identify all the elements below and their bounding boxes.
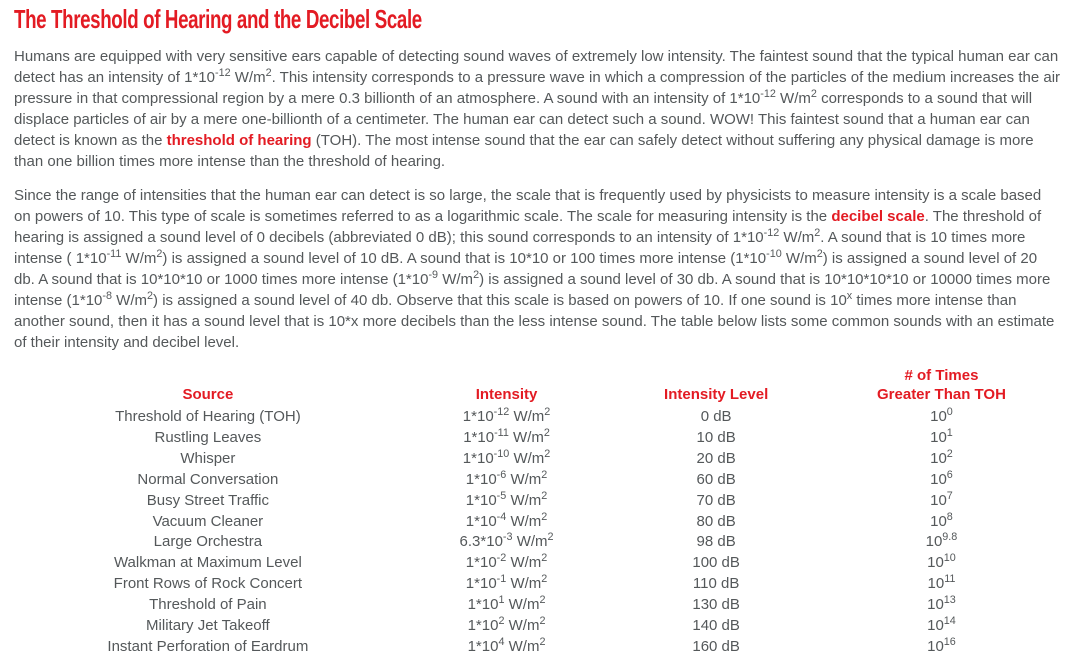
- table-row: Whisper 1*10-10 W/m2 20 dB 102: [14, 447, 1062, 470]
- cell-source: Whisper: [180, 449, 236, 467]
- table-row: Instant Perforation of Eardrum 1*104 W/m2…: [14, 637, 1062, 658]
- page-title: The Threshold of Hearing and the Decibel…: [14, 4, 422, 34]
- table-row: Military Jet Takeoff 1*102 W/m2 140 dB 1014: [14, 616, 1062, 637]
- cell-times-greater-than-toh: 1014: [927, 615, 956, 635]
- cell-times-greater-than-toh: 1016: [927, 635, 956, 655]
- table-row: Large Orchestra 6.3*10-3 W/m2 98 dB 109.8: [14, 532, 1062, 553]
- cell-source: Vacuum Cleaner: [152, 512, 264, 530]
- header-row: Source Intensity Intensity Level # of Ti…: [14, 366, 1062, 407]
- cell-intensity: 1*101 W/m2: [467, 594, 546, 614]
- cell-source: Normal Conversation: [137, 470, 279, 488]
- table-row: Busy Street Traffic 1*10-5 W/m2 70 dB 107: [14, 489, 1062, 512]
- cell-intensity: 1*10-5 W/m2: [465, 489, 548, 509]
- table-row: Normal Conversation 1*10-6 W/m2 60 dB 106: [14, 468, 1062, 491]
- cell-intensity-level: 20 dB: [696, 449, 736, 467]
- sound-table-body: Threshold of Hearing (TOH) 1*10-12 W/m2 0 …: [14, 407, 1062, 658]
- cell-source: Threshold of Hearing (TOH): [115, 408, 301, 425]
- cell-intensity-level: 140 dB: [692, 617, 740, 635]
- cell-intensity-level: 60 dB: [696, 470, 736, 488]
- cell-times-greater-than-toh: 106: [930, 468, 953, 488]
- cell-intensity: 6.3*10-3 W/m2: [459, 531, 554, 551]
- cell-times-greater-than-toh: 101: [930, 426, 953, 446]
- cell-intensity: 1*104 W/m2: [467, 635, 546, 655]
- table-row: Threshold of Hearing (TOH) 1*10-12 W/m2 0 …: [14, 407, 1062, 428]
- paragraph-threshold-of-hearing: Humans are equipped with very sensitive …: [14, 48, 1061, 170]
- cell-times-greater-than-toh: 1011: [927, 573, 956, 593]
- sound-table-header: Source Intensity Intensity Level # of Ti…: [14, 366, 1062, 407]
- table-row: Front Rows of Rock Concert 1*10-1 W/m2 110…: [14, 574, 1062, 595]
- cell-source: Large Orchestra: [153, 533, 263, 551]
- cell-intensity: 1*10-4 W/m2: [465, 510, 548, 530]
- cell-times-greater-than-toh: 102: [930, 447, 953, 467]
- cell-intensity-level: 70 dB: [696, 491, 736, 509]
- cell-source: Military Jet Takeoff: [146, 617, 270, 635]
- cell-intensity-level: 110 dB: [692, 575, 740, 593]
- cell-intensity-level: 10 dB: [696, 428, 736, 446]
- cell-intensity: 1*10-11 W/m2: [463, 426, 550, 446]
- cell-intensity-level: 98 dB: [696, 533, 736, 551]
- cell-source: Walkman at Maximum Level: [113, 554, 302, 572]
- cell-intensity-level: 160 dB: [692, 637, 740, 655]
- cell-intensity: 1*102 W/m2: [467, 615, 546, 635]
- cell-source: Busy Street Traffic: [146, 491, 270, 509]
- cell-intensity-level: 130 dB: [692, 596, 740, 614]
- cell-times-greater-than-toh: 108: [930, 510, 953, 530]
- paragraph-decibel-scale: Since the range of intensities that the …: [14, 187, 1055, 351]
- cell-times-greater-than-toh: 100: [930, 406, 953, 425]
- col-header-intensity: Intensity: [475, 386, 538, 403]
- table-row: Vacuum Cleaner 1*10-4 W/m2 80 dB 108: [14, 510, 1062, 533]
- cell-intensity-level: 100 dB: [692, 554, 740, 572]
- sound-intensity-table: Source Intensity Intensity Level # of Ti…: [14, 366, 1062, 658]
- cell-times-greater-than-toh: 109.8: [925, 531, 958, 551]
- cell-source: Rustling Leaves: [154, 428, 262, 446]
- table-row: Walkman at Maximum Level 1*10-2 W/m2 100 d…: [14, 553, 1062, 574]
- cell-intensity: 1*10-10 W/m2: [462, 447, 551, 467]
- cell-intensity-level: 80 dB: [696, 512, 736, 530]
- col-header-source: Source: [182, 386, 234, 403]
- cell-intensity: 1*10-1 W/m2: [465, 573, 548, 593]
- cell-intensity: 1*10-2 W/m2: [465, 552, 548, 572]
- cell-source: Threshold of Pain: [149, 596, 267, 614]
- col-header-intensity-level: Intensity Level: [664, 386, 769, 403]
- table-row: Threshold of Pain 1*101 W/m2 130 dB 1013: [14, 595, 1062, 616]
- cell-intensity: 1*10-12 W/m2: [462, 406, 551, 425]
- cell-source: Instant Perforation of Eardrum: [107, 637, 309, 655]
- cell-intensity: 1*10-6 W/m2: [465, 468, 548, 488]
- col-header-times-greater-than-toh: # of Times Greater Than TOH: [877, 367, 1006, 403]
- cell-source: Front Rows of Rock Concert: [113, 575, 303, 593]
- cell-times-greater-than-toh: 1013: [927, 594, 956, 614]
- cell-times-greater-than-toh: 1010: [927, 552, 956, 572]
- table-row: Rustling Leaves 1*10-11 W/m2 10 dB 101: [14, 428, 1062, 449]
- cell-times-greater-than-toh: 107: [930, 489, 953, 509]
- cell-intensity-level: 0 dB: [700, 408, 732, 425]
